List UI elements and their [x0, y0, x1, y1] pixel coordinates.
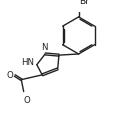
Text: O: O: [6, 71, 13, 80]
Text: HN: HN: [21, 58, 34, 67]
Text: Br: Br: [79, 0, 89, 6]
Text: N: N: [41, 43, 48, 52]
Text: O: O: [24, 96, 31, 105]
